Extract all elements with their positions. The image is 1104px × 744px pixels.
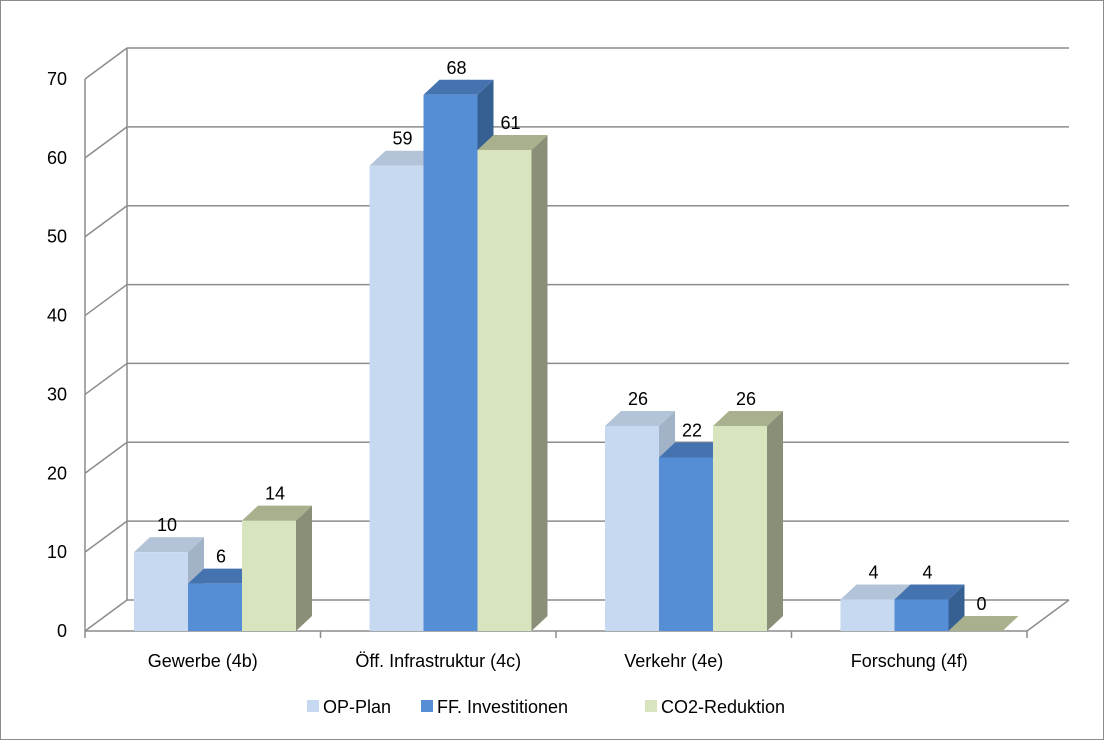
bar-top xyxy=(713,410,783,426)
legend-label: FF. Investitionen xyxy=(437,697,568,717)
gridline-diagonal xyxy=(84,205,128,238)
gridline-diagonal xyxy=(84,283,128,317)
bar-front xyxy=(840,599,895,631)
legend: OP-Plan FF. Investitionen CO2-Reduktion xyxy=(307,697,785,717)
data-label: 59 xyxy=(392,129,412,149)
bar-front xyxy=(188,583,242,631)
x-tick-label: Gewerbe (4b) xyxy=(148,651,258,671)
bar-side xyxy=(948,584,965,631)
bar-top xyxy=(242,505,312,521)
bar-front xyxy=(605,425,659,631)
axes xyxy=(84,48,1070,638)
legend-item: OP-Plan xyxy=(307,697,391,717)
bar-top xyxy=(948,616,1019,631)
y-tick-label: 20 xyxy=(47,463,67,483)
x-tick-label: Verkehr (4e) xyxy=(624,651,723,671)
data-label: 22 xyxy=(682,421,702,441)
y-tick-label: 30 xyxy=(47,384,67,404)
bar-front xyxy=(713,425,767,631)
bar-top xyxy=(477,134,548,150)
y-tick-label: 70 xyxy=(47,69,67,89)
data-label: 61 xyxy=(500,113,520,133)
bar xyxy=(477,134,548,631)
bar-side xyxy=(296,505,312,631)
gridline-diagonal xyxy=(84,362,128,396)
gridline-diagonal xyxy=(84,47,128,80)
bar-front xyxy=(659,457,713,631)
gridline-diagonal xyxy=(84,126,128,159)
bar-top xyxy=(423,79,494,95)
bar-top xyxy=(894,584,965,600)
bar-side xyxy=(531,134,548,631)
y-tick-label: 40 xyxy=(47,306,67,326)
data-labels: 10 6 14 59 68 61 26 22 26 4 4 0 xyxy=(157,58,987,614)
y-tick-label: 0 xyxy=(57,621,67,641)
gridline-diagonal xyxy=(84,599,128,632)
data-label: 14 xyxy=(265,484,285,504)
data-label: 6 xyxy=(216,547,226,567)
y-tick-label: 50 xyxy=(47,227,67,247)
bar xyxy=(713,410,783,631)
gridline-diagonal xyxy=(84,520,128,553)
bars xyxy=(134,79,1019,632)
legend-swatch xyxy=(421,700,433,712)
data-label: 10 xyxy=(157,515,177,535)
legend-swatch xyxy=(645,700,657,712)
data-label: 26 xyxy=(628,389,648,409)
legend-item: CO2-Reduktion xyxy=(645,697,785,717)
y-tick-label: 10 xyxy=(47,542,67,562)
bar-top xyxy=(840,584,911,600)
bar-front xyxy=(369,165,424,631)
data-label: 68 xyxy=(446,58,466,78)
bar-top xyxy=(134,537,204,553)
data-label: 4 xyxy=(922,562,932,582)
bar-front xyxy=(894,599,949,631)
bar-front xyxy=(134,552,188,631)
legend-swatch xyxy=(307,700,319,712)
axis-ticks: 0 10 20 30 40 50 60 70 Gewerbe (4b) Öff. Infrastr… xyxy=(47,69,968,671)
bar-front xyxy=(242,520,296,631)
bar-front xyxy=(477,149,532,631)
bar-side xyxy=(767,410,783,631)
data-label: 4 xyxy=(868,562,878,582)
gridline-diagonal xyxy=(84,441,128,474)
x-tick-label: Forschung (4f) xyxy=(851,651,968,671)
data-label: 26 xyxy=(736,389,756,409)
bar-top xyxy=(605,410,675,426)
bar-top xyxy=(369,150,440,166)
bar xyxy=(948,616,1019,631)
x-tick-label: Öff. Infrastruktur (4c) xyxy=(355,651,521,671)
legend-label: CO2-Reduktion xyxy=(661,697,785,717)
bar-top xyxy=(188,568,258,584)
bar-front xyxy=(423,94,478,632)
bar xyxy=(242,505,312,631)
x-axis-right-edge xyxy=(1026,599,1070,632)
bar-top xyxy=(659,442,729,458)
bar xyxy=(894,584,965,631)
legend-label: OP-Plan xyxy=(323,697,391,717)
legend-item: FF. Investitionen xyxy=(421,697,568,717)
gridlines xyxy=(84,47,1069,632)
y-tick-label: 60 xyxy=(47,148,67,168)
data-label: 0 xyxy=(976,594,986,614)
